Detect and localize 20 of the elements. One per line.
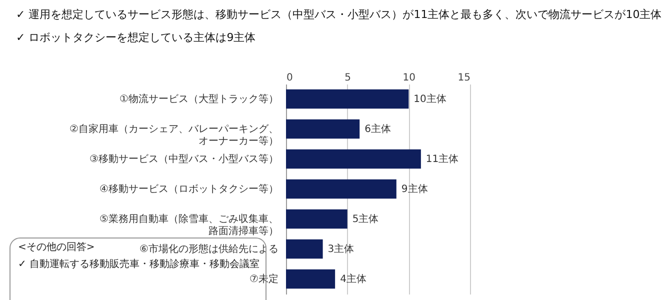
data-label: 5主体 bbox=[352, 213, 379, 225]
x-tick-label: 10 bbox=[402, 72, 416, 84]
data-label: 4主体 bbox=[340, 273, 366, 285]
x-tick-label: 0 bbox=[286, 72, 293, 84]
y-tick-label: ③移動サービス（中型バス・小型バス等） bbox=[90, 153, 278, 165]
chart-title: ✓ 運用を想定しているサービス形態は、移動サービス（中型バス・小型バス）が11主体と最も多く、次いで物流サービスが10主体 bbox=[16, 8, 662, 21]
y-tick-label: ④移動サービス（ロボットタクシー等） bbox=[100, 183, 278, 195]
y-tick-label: ①物流サービス（大型トラック等） bbox=[120, 93, 278, 105]
data-label: 9主体 bbox=[401, 183, 428, 195]
y-tick-label: ②自家用車（カーシェア、バレーパーキング、オーナーカー等） bbox=[70, 123, 278, 147]
text: ✓ ロボットタクシーを想定している主体は9主体 bbox=[16, 31, 256, 44]
data-label: 6主体 bbox=[364, 123, 391, 135]
x-tick-label: 15 bbox=[458, 72, 470, 84]
text: <その他の回答> bbox=[18, 241, 95, 253]
data-label: 3主体 bbox=[328, 243, 354, 255]
text: ✓ 自動運転する移動販売車・移動診療車・移動会議室 bbox=[18, 258, 260, 270]
y-tick-label: ⑤業務用自動車（除雪車、ごみ収集車、路面清掃車等） bbox=[100, 213, 278, 237]
data-label: 10主体 bbox=[414, 93, 446, 105]
x-tick-label: 5 bbox=[344, 72, 352, 84]
data-label: 11主体 bbox=[426, 153, 459, 165]
